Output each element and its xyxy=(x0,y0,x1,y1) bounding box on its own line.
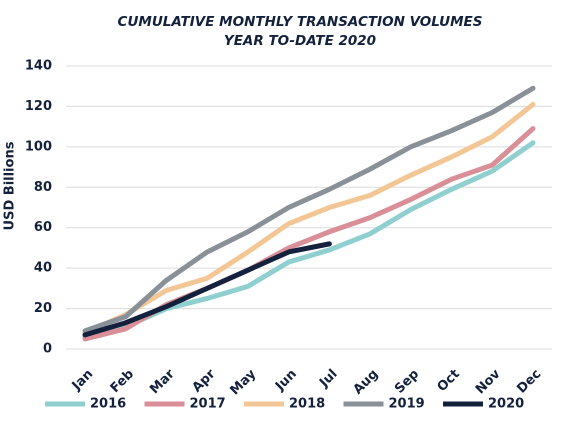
x-tick-label: May xyxy=(228,366,260,398)
series-line xyxy=(82,101,536,336)
y-tick-label: 20 xyxy=(34,301,52,316)
x-tick-label: Dec xyxy=(514,367,544,397)
series-line xyxy=(82,85,536,334)
y-axis-label: USD Billions xyxy=(3,141,18,230)
y-tick-label: 0 xyxy=(43,342,52,357)
chart-title: CUMULATIVE MONTHLY TRANSACTION VOLUMES xyxy=(118,14,483,30)
y-tick-label: 120 xyxy=(25,99,52,114)
legend-label: 2018 xyxy=(289,397,325,412)
y-tick-label: 40 xyxy=(34,261,52,276)
legend-label: 2016 xyxy=(90,397,126,412)
legend-label: 2019 xyxy=(389,397,425,412)
y-tick-label: 60 xyxy=(34,220,52,235)
series-line xyxy=(82,241,332,338)
x-tick-label: Feb xyxy=(108,367,137,396)
legend-label: 2017 xyxy=(190,397,226,412)
x-tick-label: Oct xyxy=(435,367,463,395)
legend-label: 2020 xyxy=(488,397,524,412)
y-tick-label: 100 xyxy=(25,139,52,154)
x-tick-label: Nov xyxy=(473,366,504,397)
series-line xyxy=(82,126,536,342)
x-tick-label: Mar xyxy=(147,366,178,397)
x-tick-label: Sep xyxy=(392,367,422,397)
chart-subtitle: YEAR TO-DATE 2020 xyxy=(224,33,376,49)
y-tick-label: 80 xyxy=(34,180,52,195)
x-tick-label: Jul xyxy=(316,367,340,391)
x-tick-label: Jan xyxy=(69,367,96,394)
y-tick-label: 140 xyxy=(25,59,52,74)
x-tick-label: Jun xyxy=(272,367,300,395)
x-tick-label: Aug xyxy=(351,367,382,398)
x-tick-label: Apr xyxy=(190,366,219,395)
